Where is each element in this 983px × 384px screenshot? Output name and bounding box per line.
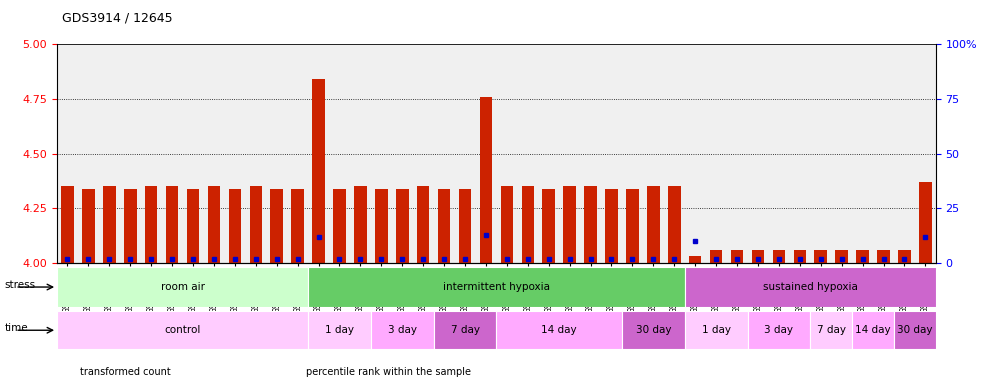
Text: 7 day: 7 day bbox=[450, 325, 480, 335]
Text: 30 day: 30 day bbox=[897, 325, 933, 335]
Text: 14 day: 14 day bbox=[855, 325, 891, 335]
Bar bbox=[894, 311, 936, 349]
Bar bbox=[852, 311, 894, 349]
Bar bbox=[207, 187, 220, 263]
Bar bbox=[563, 187, 576, 263]
Bar bbox=[685, 267, 936, 307]
Bar bbox=[396, 189, 409, 263]
Bar bbox=[291, 189, 304, 263]
Text: 14 day: 14 day bbox=[542, 325, 577, 335]
Bar bbox=[626, 189, 639, 263]
Bar bbox=[434, 311, 496, 349]
Text: intermittent hypoxia: intermittent hypoxia bbox=[443, 282, 549, 292]
Bar bbox=[229, 189, 241, 263]
Bar bbox=[685, 311, 747, 349]
Bar bbox=[730, 250, 743, 263]
Bar bbox=[57, 311, 308, 349]
Bar bbox=[354, 187, 367, 263]
Bar bbox=[371, 311, 434, 349]
Bar bbox=[417, 187, 430, 263]
Bar bbox=[898, 250, 910, 263]
Bar bbox=[308, 267, 685, 307]
Bar bbox=[250, 187, 262, 263]
Bar bbox=[313, 79, 324, 263]
Bar bbox=[57, 267, 308, 307]
Bar bbox=[543, 189, 555, 263]
Text: stress: stress bbox=[5, 280, 36, 290]
Bar bbox=[480, 97, 492, 263]
Bar bbox=[668, 187, 680, 263]
Text: 1 day: 1 day bbox=[325, 325, 354, 335]
Bar bbox=[836, 250, 848, 263]
Text: percentile rank within the sample: percentile rank within the sample bbox=[306, 367, 471, 377]
Bar bbox=[810, 311, 852, 349]
Bar bbox=[166, 187, 178, 263]
Bar bbox=[856, 250, 869, 263]
Bar bbox=[308, 311, 371, 349]
Bar bbox=[793, 250, 806, 263]
Bar bbox=[103, 187, 116, 263]
Bar bbox=[83, 189, 94, 263]
Bar bbox=[747, 311, 810, 349]
Text: 7 day: 7 day bbox=[817, 325, 845, 335]
Text: GDS3914 / 12645: GDS3914 / 12645 bbox=[62, 12, 173, 25]
Bar bbox=[584, 187, 597, 263]
Bar bbox=[61, 187, 74, 263]
Bar bbox=[522, 187, 534, 263]
Bar bbox=[773, 250, 785, 263]
Text: 30 day: 30 day bbox=[636, 325, 671, 335]
Bar bbox=[124, 189, 137, 263]
Bar bbox=[689, 257, 702, 263]
Bar bbox=[376, 189, 387, 263]
Bar bbox=[333, 189, 346, 263]
Text: transformed count: transformed count bbox=[80, 367, 170, 377]
Bar bbox=[270, 189, 283, 263]
Bar bbox=[500, 187, 513, 263]
Text: time: time bbox=[5, 323, 29, 333]
Text: 1 day: 1 day bbox=[702, 325, 730, 335]
Bar bbox=[815, 250, 827, 263]
Bar bbox=[647, 187, 660, 263]
Text: room air: room air bbox=[160, 282, 204, 292]
Bar bbox=[145, 187, 157, 263]
Text: control: control bbox=[164, 325, 201, 335]
Bar bbox=[919, 182, 932, 263]
Bar bbox=[459, 189, 471, 263]
Text: 3 day: 3 day bbox=[765, 325, 793, 335]
Bar bbox=[622, 311, 685, 349]
Bar bbox=[496, 311, 622, 349]
Bar bbox=[877, 250, 890, 263]
Text: sustained hypoxia: sustained hypoxia bbox=[763, 282, 858, 292]
Bar bbox=[606, 189, 617, 263]
Bar bbox=[187, 189, 200, 263]
Text: 3 day: 3 day bbox=[387, 325, 417, 335]
Bar bbox=[437, 189, 450, 263]
Bar bbox=[752, 250, 764, 263]
Bar bbox=[710, 250, 723, 263]
